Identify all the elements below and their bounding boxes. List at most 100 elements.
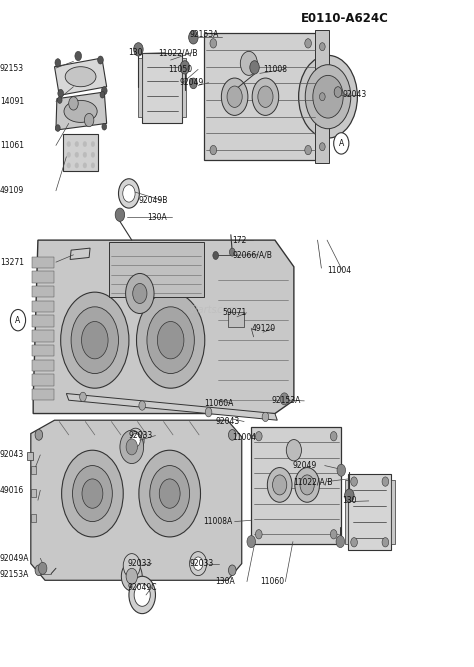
- Polygon shape: [31, 420, 242, 580]
- Text: 11060A: 11060A: [204, 399, 233, 408]
- Circle shape: [83, 152, 87, 157]
- Circle shape: [58, 89, 64, 97]
- Circle shape: [35, 565, 43, 576]
- Text: 130: 130: [342, 496, 357, 506]
- Text: 92033: 92033: [127, 559, 151, 568]
- Text: 92049A: 92049A: [0, 554, 29, 563]
- Bar: [204, 33, 318, 160]
- Bar: [345, 480, 348, 544]
- Circle shape: [139, 450, 201, 537]
- Circle shape: [319, 143, 325, 151]
- Circle shape: [299, 55, 357, 138]
- Circle shape: [133, 283, 147, 303]
- Text: 92153A: 92153A: [0, 570, 29, 580]
- Circle shape: [193, 557, 203, 570]
- Text: 11022/A/B: 11022/A/B: [158, 48, 197, 57]
- Circle shape: [305, 65, 351, 129]
- Circle shape: [213, 251, 219, 259]
- Bar: [109, 242, 204, 297]
- Circle shape: [250, 61, 259, 74]
- Ellipse shape: [64, 101, 97, 123]
- Circle shape: [252, 78, 279, 115]
- Circle shape: [67, 163, 71, 168]
- Circle shape: [83, 163, 87, 168]
- Bar: [251, 427, 341, 544]
- Circle shape: [334, 87, 342, 97]
- Circle shape: [123, 554, 140, 578]
- Text: 92049: 92049: [293, 461, 317, 470]
- Text: 130: 130: [128, 48, 143, 57]
- Text: 92033: 92033: [190, 559, 214, 568]
- Bar: [32, 389, 54, 400]
- Text: 11008: 11008: [264, 65, 288, 74]
- Circle shape: [127, 428, 144, 452]
- Circle shape: [55, 125, 60, 131]
- Circle shape: [336, 536, 345, 548]
- Bar: [32, 345, 54, 356]
- Text: 92043: 92043: [216, 417, 240, 426]
- Bar: [32, 374, 54, 386]
- Text: 172: 172: [232, 235, 246, 245]
- Circle shape: [131, 434, 140, 447]
- Circle shape: [118, 179, 139, 208]
- Text: .com: .com: [214, 305, 238, 315]
- Circle shape: [280, 393, 289, 405]
- Circle shape: [330, 530, 337, 539]
- Circle shape: [126, 273, 154, 313]
- Circle shape: [115, 208, 125, 221]
- Circle shape: [102, 123, 107, 130]
- Text: 11004: 11004: [327, 265, 351, 275]
- Text: 59071: 59071: [223, 308, 247, 317]
- Text: 92049B: 92049B: [138, 195, 168, 205]
- Circle shape: [126, 568, 137, 584]
- Text: 92033: 92033: [129, 431, 153, 440]
- Circle shape: [123, 185, 135, 202]
- Circle shape: [229, 248, 235, 256]
- Circle shape: [35, 430, 43, 440]
- Circle shape: [300, 475, 314, 495]
- Circle shape: [75, 152, 79, 157]
- Circle shape: [82, 321, 108, 359]
- Circle shape: [83, 141, 87, 147]
- Bar: [182, 58, 186, 117]
- Circle shape: [159, 479, 180, 508]
- Text: 49109: 49109: [0, 186, 24, 195]
- Circle shape: [80, 392, 86, 402]
- Circle shape: [75, 163, 79, 168]
- Circle shape: [134, 584, 150, 606]
- Circle shape: [382, 538, 389, 547]
- Circle shape: [190, 78, 197, 89]
- Bar: [27, 452, 33, 460]
- Circle shape: [69, 97, 78, 110]
- Circle shape: [62, 450, 123, 537]
- Text: 92066/A/B: 92066/A/B: [232, 250, 272, 259]
- Polygon shape: [33, 240, 294, 414]
- Circle shape: [305, 145, 311, 155]
- Text: 49016: 49016: [0, 486, 24, 495]
- Circle shape: [75, 141, 79, 147]
- Text: 49120: 49120: [251, 323, 275, 333]
- Bar: [32, 315, 54, 327]
- Text: 130A: 130A: [216, 577, 236, 586]
- Circle shape: [305, 39, 311, 48]
- Circle shape: [351, 538, 357, 547]
- Circle shape: [84, 113, 94, 127]
- Circle shape: [319, 93, 325, 101]
- Polygon shape: [70, 248, 90, 259]
- Bar: [31, 466, 36, 474]
- Circle shape: [10, 309, 26, 331]
- Circle shape: [73, 466, 112, 522]
- Text: 11008A: 11008A: [203, 517, 232, 526]
- Circle shape: [147, 307, 194, 374]
- Circle shape: [258, 86, 273, 107]
- Circle shape: [345, 489, 354, 502]
- Circle shape: [134, 43, 143, 56]
- Bar: [138, 58, 142, 117]
- Circle shape: [319, 43, 325, 51]
- Circle shape: [210, 145, 217, 155]
- Text: 92043: 92043: [342, 90, 366, 99]
- Text: 11050: 11050: [168, 65, 192, 74]
- Circle shape: [180, 61, 190, 74]
- Text: 92043: 92043: [0, 450, 24, 460]
- Circle shape: [334, 133, 349, 154]
